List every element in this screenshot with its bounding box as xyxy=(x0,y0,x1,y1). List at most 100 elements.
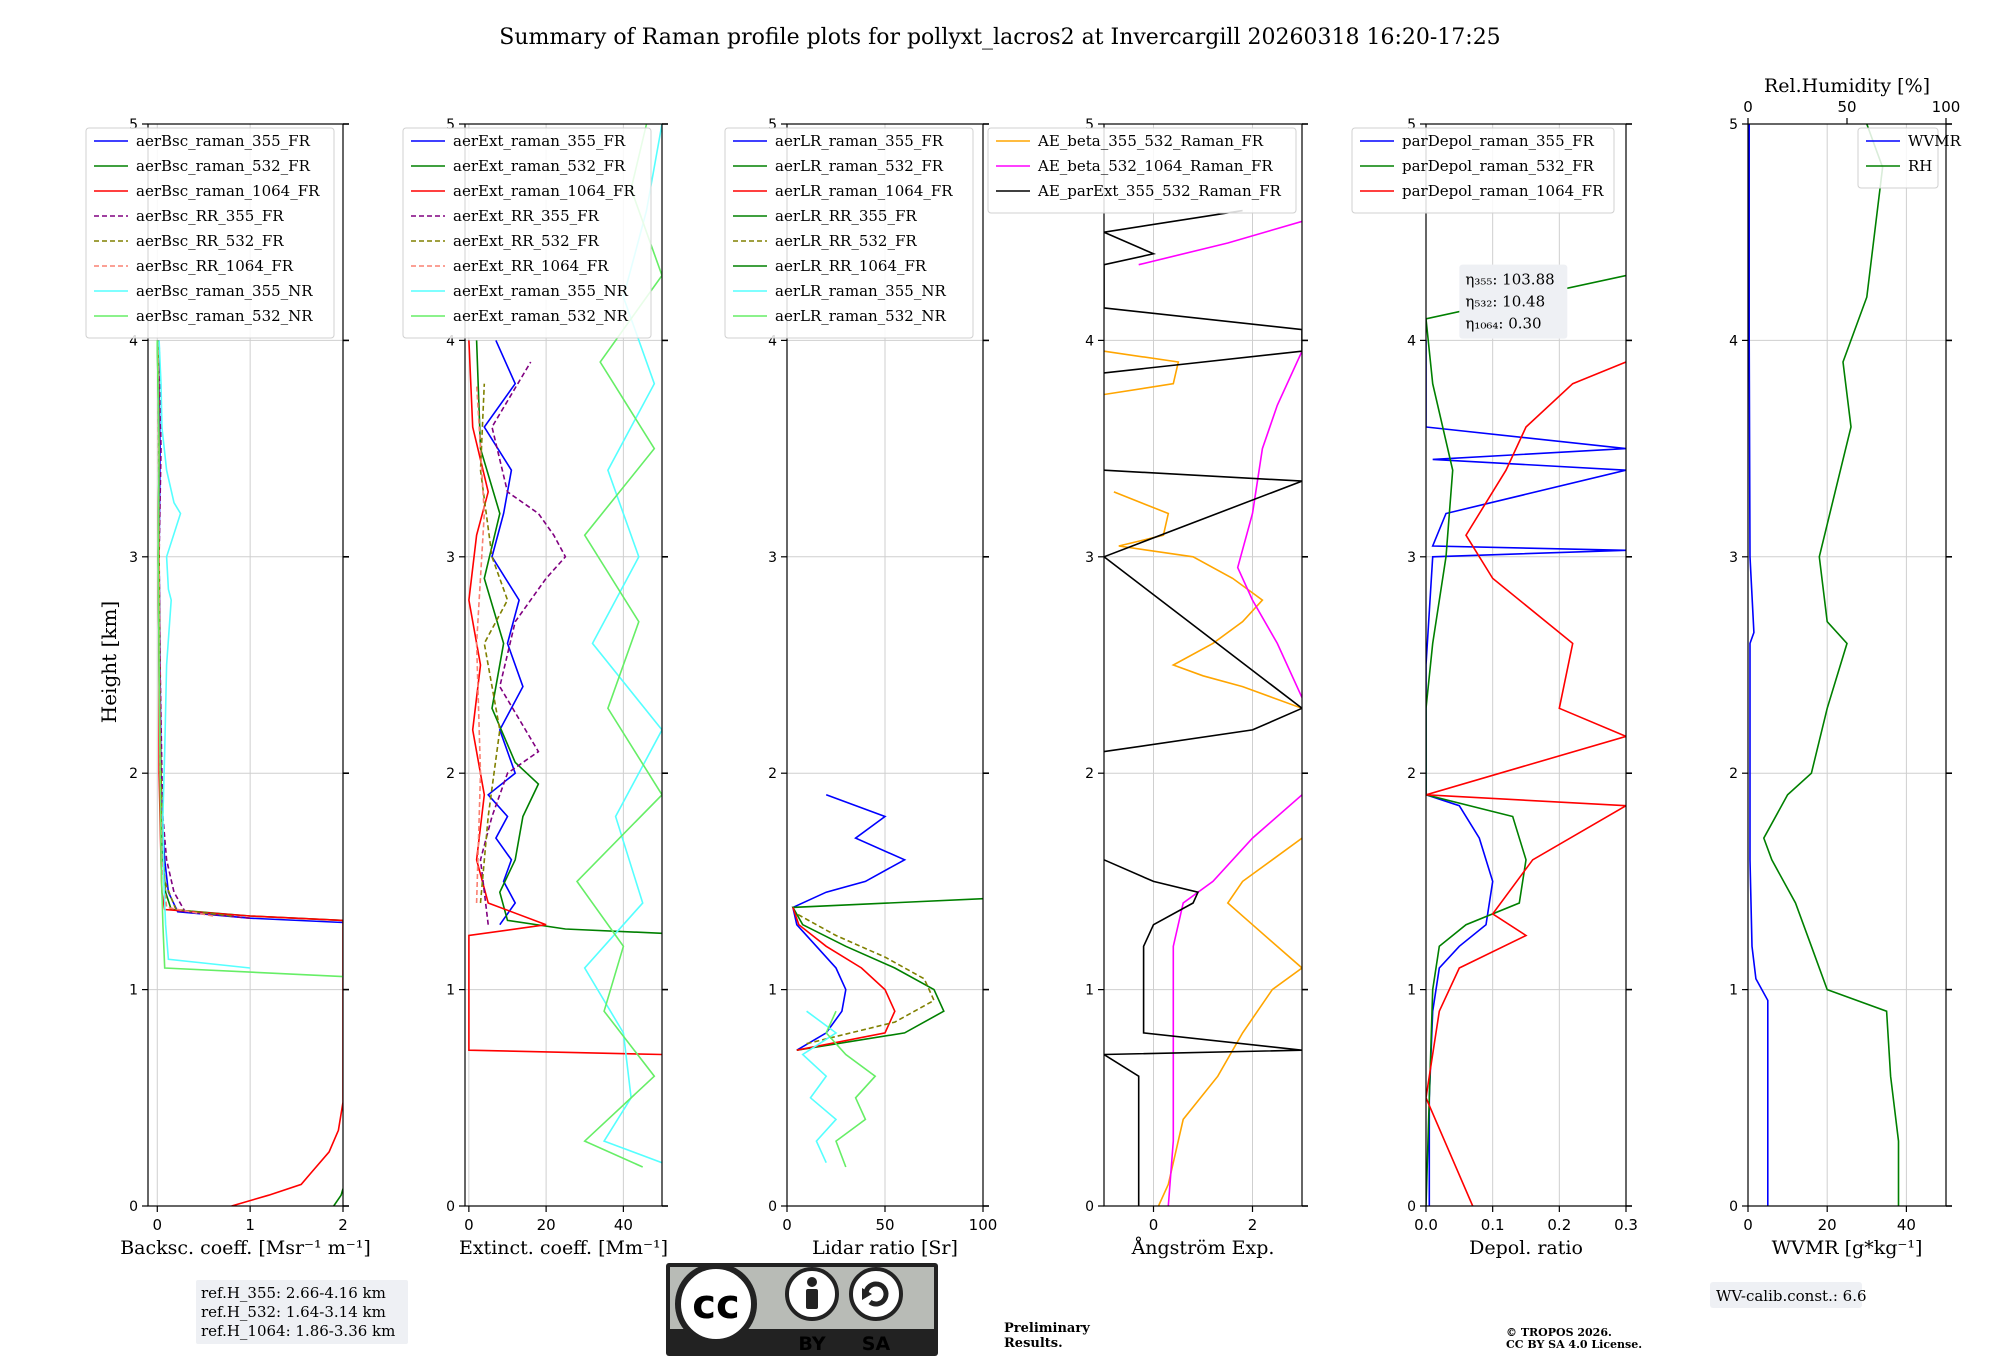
legend-label: AE_beta_355_532_Raman_FR xyxy=(1037,132,1264,150)
legend-label: aerBsc_RR_1064_FR xyxy=(136,257,294,275)
legend-label: aerBsc_raman_532_FR xyxy=(136,157,311,175)
x-tick-label: 0.0 xyxy=(1414,1216,1438,1234)
legend: aerBsc_raman_355_FR aerBsc_raman_532_FRae… xyxy=(85,127,335,339)
legend: parDepol_raman_355_FR parDepol_raman_532_… xyxy=(1351,127,1615,214)
figure-title: Summary of Raman profile plots for polly… xyxy=(499,25,1500,50)
series-group xyxy=(1748,124,1900,1206)
x-tick-label: 0 xyxy=(782,1216,792,1234)
y-tick-label: 3 xyxy=(1085,550,1094,566)
x-axis-label: Ångström Exp. xyxy=(1131,1237,1275,1259)
y-tick-label: 4 xyxy=(129,333,138,349)
legend-label: WVMR xyxy=(1908,132,1962,150)
series-ae-beta-532-1064-raman-fr-top xyxy=(1138,220,1302,266)
y-tick-label: 0 xyxy=(768,1199,777,1215)
x-axis-label: WVMR [g*kg⁻¹] xyxy=(1772,1237,1923,1259)
legend-label: parDepol_raman_532_FR xyxy=(1402,157,1595,175)
top-x-tick-label: 100 xyxy=(1932,98,1961,116)
series-ae-parext-355-532-raman-fr-mid xyxy=(1104,469,1302,753)
y-tick-label: 3 xyxy=(1407,550,1416,566)
y-tick-label: 5 xyxy=(768,117,777,133)
legend-label: aerBsc_RR_532_FR xyxy=(136,232,284,250)
series-aerext-raman-355-fr xyxy=(483,340,524,926)
legend-label: aerLR_RR_1064_FR xyxy=(775,257,927,275)
preliminary-label-2: Results. xyxy=(1004,1336,1063,1351)
legend-label: aerLR_RR_532_FR xyxy=(775,232,917,250)
x-tick-label: 2 xyxy=(1248,1216,1258,1234)
legend-label: aerExt_raman_532_NR xyxy=(453,307,629,325)
series-pardepol-raman-355-fr xyxy=(1426,340,1626,1206)
y-tick-label: 5 xyxy=(446,117,455,133)
y-tick-label: 3 xyxy=(1729,550,1738,566)
legend-label: aerLR_raman_532_FR xyxy=(775,157,944,175)
sa-icon xyxy=(849,1267,903,1321)
ref-h-355: ref.H_355: 2.66-4.16 km xyxy=(201,1284,386,1302)
cc-by-sa-logo: cc BY SA xyxy=(666,1263,938,1356)
sa-label: SA xyxy=(862,1333,891,1355)
y-tick-label: 1 xyxy=(1085,983,1094,999)
y-tick-label: 5 xyxy=(1085,117,1094,133)
y-tick-label: 1 xyxy=(1407,983,1416,999)
x-tick-label: 0 xyxy=(464,1216,474,1234)
legend-label: aerExt_raman_532_FR xyxy=(453,157,626,175)
ref-h-532: ref.H_532: 1.64-3.14 km xyxy=(201,1303,386,1321)
legend: AE_beta_355_532_Raman_FR AE_beta_532_1064… xyxy=(987,127,1297,214)
x-tick-label: 40 xyxy=(1897,1216,1916,1234)
series-group xyxy=(791,794,983,1168)
y-tick-label: 2 xyxy=(1407,766,1416,782)
axes-frame xyxy=(147,123,344,1207)
x-axis-label: Backsc. coeff. [Msr⁻¹ m⁻¹] xyxy=(120,1237,371,1259)
x-tick-label: 0.1 xyxy=(1481,1216,1505,1234)
series-wvmr xyxy=(1748,124,1769,1206)
series-ae-beta-532-1064-raman-fr xyxy=(1167,794,1302,1206)
axes-frame xyxy=(1425,123,1627,1207)
y-tick-label: 2 xyxy=(1729,766,1738,782)
x-axis-label: Lidar ratio [Sr] xyxy=(812,1237,958,1259)
y-tick-label: 4 xyxy=(768,333,777,349)
series-aerbsc-rr-355-fr xyxy=(158,340,251,919)
series-pardepol-raman-1064-fr xyxy=(1426,361,1626,1206)
legend-label: aerExt_raman_1064_FR xyxy=(453,182,635,200)
series-ae-parext-355-532-raman-fr xyxy=(1104,859,1302,1206)
y-tick-label: 0 xyxy=(1085,1199,1094,1215)
legend-label: aerLR_raman_532_NR xyxy=(775,307,946,325)
series-aerlr-rr-532-fr xyxy=(796,913,936,1045)
cc-label: cc xyxy=(692,1282,739,1328)
eta-value: η₃₅₅: 103.88 xyxy=(1465,271,1554,289)
y-tick-label: 5 xyxy=(1729,117,1738,133)
legend-label: aerLR_raman_1064_FR xyxy=(775,182,953,200)
y-tick-label: 4 xyxy=(446,333,455,349)
legend-label: parDepol_raman_1064_FR xyxy=(1402,182,1604,200)
eta-value: η₅₃₂: 10.48 xyxy=(1465,293,1545,311)
y-tick-label: 3 xyxy=(768,550,777,566)
wv-calib-box: WV-calib.const.: 6.6 xyxy=(1710,1282,1867,1308)
series-aerlr-raman-532-fr xyxy=(791,897,983,1051)
panel-ae: 0 2 0 1 2 3 4 5 Ångström Exp. AE_beta_355_532_Ram… xyxy=(987,117,1308,1259)
x-tick-label: 0.2 xyxy=(1547,1216,1571,1234)
ref-height-box: ref.H_355: 2.66-4.16 km ref.H_532: 1.64-… xyxy=(196,1280,408,1344)
axes-frame xyxy=(1747,123,1947,1207)
series-ae-parext-355-532-raman-fr-top xyxy=(1104,209,1302,374)
series-aerbsc-rr-532-fr xyxy=(157,340,232,917)
top-x-tick-label: 0 xyxy=(1743,98,1753,116)
x-tick-label: 20 xyxy=(1818,1216,1837,1234)
series-aerlr-raman-532-nr xyxy=(825,1010,877,1168)
series-ae-beta-355-532-raman-fr-top xyxy=(1104,350,1180,396)
eta-annotation: η₃₅₅: 103.88 η₅₃₂: 10.48 η₁₀₆₄: 0.30 xyxy=(1459,264,1568,339)
y-tick-label: 3 xyxy=(446,550,455,566)
series-aerbsc-raman-532-fr-low xyxy=(333,1188,343,1206)
panel-bsc: 0 1 2 0 1 2 3 4 5 Backsc. coeff. [Msr⁻¹ m⁻¹] aerBs… xyxy=(85,117,371,1259)
series-group xyxy=(468,124,662,1168)
y-tick-label: 0 xyxy=(1407,1199,1416,1215)
legend-label: AE_parExt_355_532_Raman_FR xyxy=(1037,182,1282,200)
legend: aerLR_raman_355_FR aerLR_raman_532_FR aerL… xyxy=(724,127,974,339)
series-group xyxy=(156,340,343,1206)
y-tick-label: 4 xyxy=(1729,333,1738,349)
x-tick-label: 2 xyxy=(338,1216,348,1234)
panel-lr: 0 50 100 0 1 2 3 4 5 Lidar ratio [Sr] aerLR_raman_… xyxy=(724,117,997,1259)
y-tick-label: 5 xyxy=(129,117,138,133)
y-tick-label: 0 xyxy=(1729,1199,1738,1215)
legend-label: parDepol_raman_355_FR xyxy=(1402,132,1595,150)
